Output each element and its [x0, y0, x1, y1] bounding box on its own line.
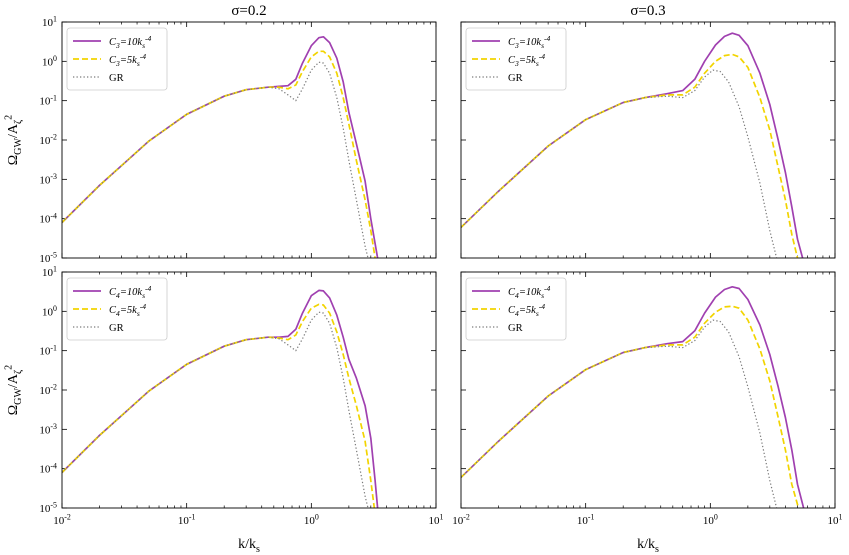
x-tick-label: 101 — [828, 513, 843, 527]
legend-box — [66, 27, 168, 91]
legend-label: C4=5ks-4 — [109, 302, 146, 318]
chart-panel-3: 10-2 10-1 100 101 10-5 10-4 10-3 10-2 10-1 100 101… — [3, 265, 443, 555]
legend-label: GR — [109, 323, 124, 334]
legend-box — [465, 277, 567, 341]
panel-title: σ=0.3 — [630, 3, 665, 19]
y-axis-label: ΩGW/Aζ2 — [3, 365, 24, 415]
x-tick-label: 100 — [703, 513, 718, 527]
legend-label: C4=5ks-4 — [508, 302, 545, 318]
x-tick-label: 100 — [304, 513, 319, 527]
plot-frame — [460, 21, 836, 259]
y-tick-label: 10-2 — [39, 383, 57, 397]
plot-frame — [61, 21, 437, 259]
y-tick-label: 101 — [42, 15, 57, 29]
y-tick-label: 10-1 — [39, 343, 57, 357]
series-line-3 — [461, 319, 778, 508]
chart-panel-2: C3=10ks-4 C3=5ks-4 GR σ=0.3 — [460, 3, 836, 259]
legend-label: C3=10ks-4 — [109, 34, 152, 50]
y-tick-label: 101 — [42, 265, 57, 279]
y-tick-label: 10-3 — [39, 422, 57, 436]
legend: C3=10ks-4 C3=5ks-4 GR — [465, 27, 567, 91]
legend: C3=10ks-4 C3=5ks-4 GR — [66, 27, 168, 91]
series-line-3 — [62, 311, 369, 508]
y-tick-label: 10-5 — [39, 251, 57, 265]
panel-title: σ=0.2 — [231, 3, 266, 19]
series-line-3 — [62, 61, 369, 258]
y-tick-label: 10-4 — [39, 211, 57, 225]
x-axis-label: k/ks — [238, 537, 260, 555]
y-tick-label: 10-5 — [39, 501, 57, 515]
legend-label: C3=10ks-4 — [508, 34, 551, 50]
y-tick-label: 100 — [42, 304, 57, 318]
series-line-2 — [461, 53, 799, 258]
x-tick-label: 101 — [429, 513, 444, 527]
x-tick-label: 10-1 — [577, 513, 595, 527]
y-tick-label: 10-1 — [39, 93, 57, 107]
plot-frame — [61, 271, 437, 509]
legend-label: GR — [508, 323, 523, 334]
y-tick-label: 10-3 — [39, 172, 57, 186]
series-line-2 — [62, 303, 376, 508]
x-tick-label: 10-1 — [178, 513, 196, 527]
legend: C4=10ks-4 C4=5ks-4 GR — [465, 277, 567, 341]
x-axis-label: k/ks — [637, 537, 659, 555]
legend-label: GR — [508, 73, 523, 84]
legend-box — [465, 27, 567, 91]
legend: C4=10ks-4 C4=5ks-4 GR — [66, 277, 168, 341]
series-line-3 — [461, 69, 778, 258]
chart-panel-4: 10-2 10-1 100 101 C4=10ks-4 C4=5ks-4 GR k/ks — [452, 271, 843, 555]
plot-frame — [460, 271, 836, 509]
series-line-2 — [461, 305, 800, 508]
legend-label: C4=10ks-4 — [109, 284, 152, 300]
legend-label: C3=5ks-4 — [508, 52, 545, 68]
y-tick-label: 10-4 — [39, 461, 57, 475]
x-tick-label: 10-2 — [452, 513, 470, 527]
y-tick-label: 10-2 — [39, 133, 57, 147]
y-axis-label: ΩGW/Aζ2 — [3, 115, 24, 165]
legend-label: C3=5ks-4 — [109, 52, 146, 68]
legend-label: C4=10ks-4 — [508, 284, 551, 300]
legend-box — [66, 277, 168, 341]
x-tick-label: 10-2 — [53, 513, 71, 527]
legend-label: GR — [109, 73, 124, 84]
y-tick-label: 100 — [42, 54, 57, 68]
series-line-2 — [62, 50, 376, 258]
chart-panel-1: 10-5 10-4 10-3 10-2 10-1 100 101 C3=10ks-4 C3=5k… — [3, 3, 437, 265]
